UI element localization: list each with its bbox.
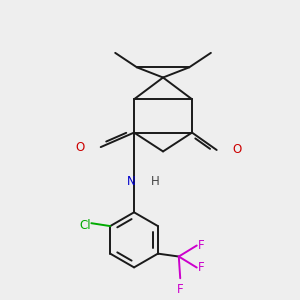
Text: Cl: Cl bbox=[79, 219, 91, 232]
Text: F: F bbox=[177, 284, 184, 296]
Text: F: F bbox=[198, 261, 205, 274]
Text: O: O bbox=[232, 143, 242, 157]
Text: F: F bbox=[198, 239, 205, 252]
Text: H: H bbox=[151, 176, 160, 188]
Text: N: N bbox=[128, 176, 136, 188]
Text: O: O bbox=[76, 141, 85, 154]
